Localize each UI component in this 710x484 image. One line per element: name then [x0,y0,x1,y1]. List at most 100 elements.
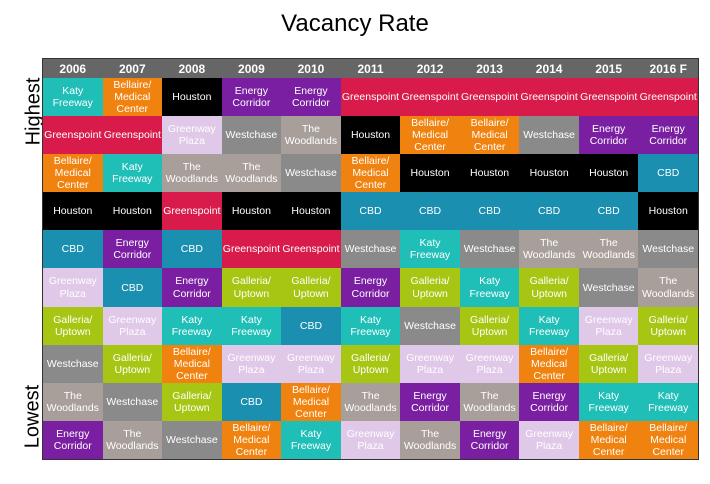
rank-cell: Energy Corridor [459,420,520,459]
rank-cell: CBD [638,154,698,193]
rank-cell: The Woodlands [162,154,222,193]
column-header: 2013 [459,59,520,78]
rank-cell: Greenway Plaza [43,268,103,307]
rank-cell: Greenway Plaza [340,420,401,459]
column-header: 2007 [102,59,163,78]
rank-cell: Energy Corridor [221,78,282,117]
rank-cell: Westchase [281,154,341,193]
rank-cell: Katy Freeway [43,78,103,117]
rank-cell: Energy Corridor [578,116,639,155]
rank-cell: Greenway Plaza [162,116,222,155]
rank-cell: Galleria/ Uptown [102,344,163,383]
rank-cell: CBD [340,192,401,231]
column-header: 2009 [221,59,282,78]
rank-cell: Greenspoint [102,116,163,155]
rank-cell: CBD [162,230,222,269]
column-header: 2006 [43,59,103,78]
rank-cell: Katy Freeway [102,154,163,193]
rank-cell: Bellaire/ Medical Center [162,344,222,383]
rank-cell: CBD [43,230,103,269]
rank-cell: Greenspoint [638,78,698,117]
rank-cell: Energy Corridor [400,382,460,421]
column-header: 2016 F [638,59,698,78]
rank-cell: Houston [340,116,401,155]
rank-cell: Westchase [43,344,103,383]
rank-cell: Houston [638,192,698,231]
rank-cell: Houston [221,192,282,231]
rank-cell: CBD [459,192,520,231]
rank-cell: Westchase [638,230,698,269]
rank-cell: The Woodlands [281,116,341,155]
rank-cell: Katy Freeway [340,306,401,345]
rank-cell: Bellaire/ Medical Center [459,116,520,155]
rank-cell: The Woodlands [578,230,639,269]
ranking-grid: 2006 2007 2008 2009 2010 2011 2012 2013 2014 2015… [42,58,699,460]
rank-cell: Greenspoint [578,78,639,117]
rank-cell: Bellaire/ Medical Center [43,154,103,193]
rank-cell: The Woodlands [459,382,520,421]
rank-cell: Bellaire/ Medical Center [102,78,163,117]
rank-cell: CBD [281,306,341,345]
column-header: 2015 [578,59,639,78]
rank-cell: Westchase [102,382,163,421]
rank-cell: Greenway Plaza [519,420,579,459]
rank-cell: Westchase [340,230,401,269]
rank-cell: Houston [281,192,341,231]
rank-cell: The Woodlands [340,382,401,421]
rank-cell: Bellaire/ Medical Center [519,344,579,383]
rank-cell: Greenway Plaza [578,306,639,345]
rank-cell: Katy Freeway [638,382,698,421]
rank-cell: Houston [459,154,520,193]
rank-cell: Westchase [519,116,579,155]
rank-cell: Houston [400,154,460,193]
rank-cell: Katy Freeway [459,268,520,307]
rank-cell: Katy Freeway [578,382,639,421]
rank-cell: Greenspoint [281,230,341,269]
rank-cell: The Woodlands [221,154,282,193]
rank-cell: Greenspoint [221,230,282,269]
rank-cell: CBD [221,382,282,421]
rank-cell: The Woodlands [400,420,460,459]
rank-cell: Katy Freeway [519,306,579,345]
rank-cell: Greenway Plaza [459,344,520,383]
rank-cell: Galleria/ Uptown [400,268,460,307]
rank-cell: The Woodlands [638,268,698,307]
rank-cell: Energy Corridor [519,382,579,421]
rank-cell: Houston [43,192,103,231]
rank-cell: Westchase [162,420,222,459]
rank-cell: Greenway Plaza [638,344,698,383]
rank-cell: Katy Freeway [400,230,460,269]
rank-cell: Katy Freeway [221,306,282,345]
rank-cell: Greenway Plaza [221,344,282,383]
rank-cell: Bellaire/ Medical Center [281,382,341,421]
rank-cell: Energy Corridor [43,420,103,459]
rank-cell: Greenspoint [519,78,579,117]
rank-cell: Energy Corridor [638,116,698,155]
rank-cell: Galleria/ Uptown [519,268,579,307]
rank-cell: CBD [400,192,460,231]
rank-cell: Energy Corridor [281,78,341,117]
rank-cell: Energy Corridor [340,268,401,307]
rank-cell: CBD [519,192,579,231]
rank-cell: Greenway Plaza [102,306,163,345]
rank-cell: Galleria/ Uptown [638,306,698,345]
rank-cell: Houston [519,154,579,193]
rank-cell: Westchase [459,230,520,269]
rank-cell: CBD [578,192,639,231]
rank-cell: Bellaire/ Medical Center [340,154,401,193]
rank-cell: Galleria/ Uptown [340,344,401,383]
chart-title: Vacancy Rate [281,10,429,37]
rank-cell: Greenspoint [43,116,103,155]
rank-cell: Katy Freeway [281,420,341,459]
rank-cell: Bellaire/ Medical Center [221,420,282,459]
rank-cell: Greenway Plaza [281,344,341,383]
rank-cell: Bellaire/ Medical Center [638,420,698,459]
rank-cell: Greenspoint [340,78,401,117]
rank-cell: Westchase [221,116,282,155]
rank-cell: Bellaire/ Medical Center [578,420,639,459]
rank-cell: Greenspoint [400,78,460,117]
rank-cell: Houston [162,78,222,117]
rank-cell: Galleria/ Uptown [43,306,103,345]
rank-cell: Energy Corridor [162,268,222,307]
column-header: 2012 [400,59,460,78]
